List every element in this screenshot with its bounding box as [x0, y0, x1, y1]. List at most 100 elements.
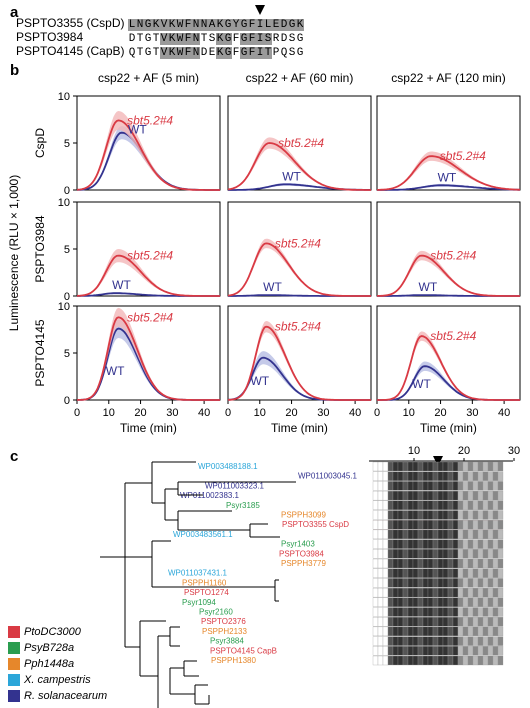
alignment-cell — [407, 490, 414, 501]
alignment-cell — [477, 539, 484, 549]
mutant-band — [377, 250, 520, 296]
alignment-cell — [417, 607, 424, 617]
alignment-cell — [397, 500, 404, 510]
alignment-cell — [372, 636, 379, 646]
alignment-cell — [407, 461, 414, 472]
alignment-cell — [372, 597, 379, 607]
alignment-cell — [462, 520, 469, 530]
alignment-cell — [472, 481, 479, 491]
alignment-tick-label: 30 — [508, 445, 520, 457]
alignment-cell — [462, 461, 469, 472]
alignment-row — [372, 597, 504, 607]
alignment-cell — [397, 520, 404, 530]
alignment-cell — [377, 520, 384, 530]
alignment-cell — [427, 529, 434, 540]
alignment-cell — [382, 510, 389, 520]
alignment-cell — [437, 617, 444, 627]
alignment-cell — [402, 587, 409, 598]
alignment-cell — [462, 587, 469, 598]
alignment-row — [372, 500, 504, 510]
alignment-cell — [447, 578, 454, 588]
alignment-cell — [377, 626, 384, 637]
alignment-cell — [452, 549, 459, 559]
alignment-cell — [427, 490, 434, 501]
alignment-cell — [382, 607, 389, 617]
alignment-cell — [467, 520, 474, 530]
alignment-cell — [412, 587, 419, 598]
alignment-cell — [452, 587, 459, 598]
alignment-cell — [432, 626, 439, 637]
alignment-cell — [427, 549, 434, 559]
alignment-cell — [422, 587, 429, 598]
alignment-cell — [437, 578, 444, 588]
alignment-cell — [422, 617, 429, 627]
alignment-cell — [397, 481, 404, 491]
alignment-cell — [417, 529, 424, 540]
alignment-cell — [452, 558, 459, 569]
alignment-cell — [457, 520, 464, 530]
seq-row-3: PSPTO4145 (CapB) QTGTVKWFNDEKGFGFITPQSG — [16, 44, 304, 59]
alignment-cell — [462, 558, 469, 569]
alignment-cell — [437, 549, 444, 559]
alignment-cell — [497, 568, 504, 578]
alignment-cell — [412, 607, 419, 617]
residue: G — [296, 33, 304, 45]
legend-item: R. solanacearum — [8, 688, 107, 704]
alignment-cell — [372, 481, 379, 491]
alignment-row — [372, 481, 504, 491]
alignment-cell — [377, 461, 384, 472]
alignment-cell — [397, 617, 404, 627]
alignment-cell — [397, 471, 404, 481]
alignment-cell — [412, 529, 419, 540]
alignment-cell — [442, 490, 449, 501]
alignment-cell — [472, 607, 479, 617]
alignment-cell — [407, 636, 414, 646]
alignment-cell — [462, 481, 469, 491]
alignment-cell — [432, 587, 439, 598]
y-tick-label: 10 — [58, 301, 70, 313]
residue: K — [296, 19, 304, 31]
alignment-cell — [377, 607, 384, 617]
alignment-row — [372, 646, 504, 656]
alignment-cell — [472, 529, 479, 540]
alignment-cell — [382, 568, 389, 578]
alignment-row — [372, 539, 504, 549]
alignment-cell — [462, 578, 469, 588]
alignment-cell — [497, 646, 504, 656]
alignment-cell — [467, 471, 474, 481]
alignment-cell — [492, 646, 499, 656]
alignment-cell — [417, 587, 424, 598]
alignment-cell — [402, 539, 409, 549]
residue: V — [160, 47, 168, 59]
alignment-cell — [432, 539, 439, 549]
alignment-cell — [472, 655, 479, 666]
alignment-cell — [487, 481, 494, 491]
alignment-cell — [487, 646, 494, 656]
residue: Y — [232, 19, 240, 31]
alignment-cell — [387, 597, 394, 607]
alignment-cell — [452, 607, 459, 617]
alignment-cell — [467, 655, 474, 666]
alignment-cell — [377, 578, 384, 588]
alignment-cell — [402, 626, 409, 637]
alignment-cell — [487, 568, 494, 578]
residue: G — [288, 19, 296, 31]
tree-leaf-label: WP003488188.1 — [198, 462, 258, 471]
residue: P — [272, 47, 280, 59]
y-tick-label: 10 — [58, 91, 70, 103]
alignment-cell — [412, 549, 419, 559]
alignment-cell — [412, 568, 419, 578]
alignment-cell — [432, 655, 439, 666]
alignment-cell — [392, 655, 399, 666]
alignment-cell — [462, 549, 469, 559]
alignment-cell — [497, 481, 504, 491]
alignment-cell — [452, 578, 459, 588]
subplot-frame — [376, 305, 521, 401]
residue: G — [240, 33, 248, 45]
alignment-cell — [467, 461, 474, 472]
alignment-cell — [432, 549, 439, 559]
x-tick-label: 40 — [198, 407, 210, 419]
alignment-cell — [407, 607, 414, 617]
alignment-cell — [457, 568, 464, 578]
residue: G — [144, 47, 152, 59]
